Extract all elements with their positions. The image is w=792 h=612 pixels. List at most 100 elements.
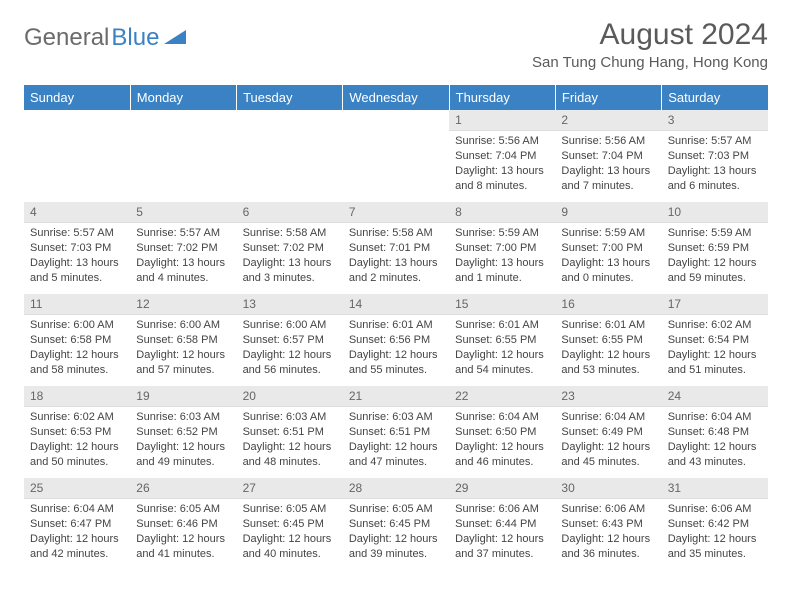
calendar-day-cell: 10Sunrise: 5:59 AMSunset: 6:59 PMDayligh… xyxy=(662,202,768,294)
calendar-day-cell: 5Sunrise: 5:57 AMSunset: 7:02 PMDaylight… xyxy=(130,202,236,294)
daylight-line: Daylight: 12 hours and 51 minutes. xyxy=(668,348,762,378)
weekday-row: SundayMondayTuesdayWednesdayThursdayFrid… xyxy=(24,85,768,110)
sunset-line: Sunset: 6:45 PM xyxy=(349,517,443,532)
calendar-week-row: 11Sunrise: 6:00 AMSunset: 6:58 PMDayligh… xyxy=(24,294,768,386)
day-number: 17 xyxy=(662,294,768,315)
calendar-week-row: ........1Sunrise: 5:56 AMSunset: 7:04 PM… xyxy=(24,110,768,202)
day-details: Sunrise: 6:05 AMSunset: 6:45 PMDaylight:… xyxy=(237,499,343,565)
day-details: Sunrise: 6:01 AMSunset: 6:56 PMDaylight:… xyxy=(343,315,449,381)
calendar-day-cell: 31Sunrise: 6:06 AMSunset: 6:42 PMDayligh… xyxy=(662,478,768,570)
calendar-day-cell: 4Sunrise: 5:57 AMSunset: 7:03 PMDaylight… xyxy=(24,202,130,294)
day-details: Sunrise: 5:56 AMSunset: 7:04 PMDaylight:… xyxy=(555,131,661,197)
location-text: San Tung Chung Hang, Hong Kong xyxy=(532,54,768,71)
calendar-day-cell: 19Sunrise: 6:03 AMSunset: 6:52 PMDayligh… xyxy=(130,386,236,478)
day-details: Sunrise: 6:01 AMSunset: 6:55 PMDaylight:… xyxy=(555,315,661,381)
logo: GeneralBlue xyxy=(24,18,186,52)
daylight-line: Daylight: 13 hours and 6 minutes. xyxy=(668,164,762,194)
daylight-line: Daylight: 12 hours and 56 minutes. xyxy=(243,348,337,378)
day-number: 30 xyxy=(555,478,661,499)
day-number: 3 xyxy=(662,110,768,131)
calendar-day-cell: 25Sunrise: 6:04 AMSunset: 6:47 PMDayligh… xyxy=(24,478,130,570)
daylight-line: Daylight: 13 hours and 2 minutes. xyxy=(349,256,443,286)
day-details: Sunrise: 6:05 AMSunset: 6:45 PMDaylight:… xyxy=(343,499,449,565)
day-details: Sunrise: 5:56 AMSunset: 7:04 PMDaylight:… xyxy=(449,131,555,197)
daylight-line: Daylight: 12 hours and 55 minutes. xyxy=(349,348,443,378)
day-details: Sunrise: 5:57 AMSunset: 7:03 PMDaylight:… xyxy=(24,223,130,289)
day-details: Sunrise: 6:02 AMSunset: 6:53 PMDaylight:… xyxy=(24,407,130,473)
day-number: 11 xyxy=(24,294,130,315)
day-number: 31 xyxy=(662,478,768,499)
sunrise-line: Sunrise: 6:01 AM xyxy=(455,318,549,333)
sunset-line: Sunset: 6:47 PM xyxy=(30,517,124,532)
daylight-line: Daylight: 12 hours and 35 minutes. xyxy=(668,532,762,562)
day-number: 10 xyxy=(662,202,768,223)
sunset-line: Sunset: 7:02 PM xyxy=(243,241,337,256)
sunrise-line: Sunrise: 6:05 AM xyxy=(243,502,337,517)
sunrise-line: Sunrise: 6:04 AM xyxy=(30,502,124,517)
sunset-line: Sunset: 6:55 PM xyxy=(561,333,655,348)
sunrise-line: Sunrise: 6:01 AM xyxy=(349,318,443,333)
calendar-day-cell: 11Sunrise: 6:00 AMSunset: 6:58 PMDayligh… xyxy=(24,294,130,386)
daylight-line: Daylight: 12 hours and 37 minutes. xyxy=(455,532,549,562)
day-details: Sunrise: 6:03 AMSunset: 6:52 PMDaylight:… xyxy=(130,407,236,473)
calendar-day-cell: 9Sunrise: 5:59 AMSunset: 7:00 PMDaylight… xyxy=(555,202,661,294)
weekday-header: Monday xyxy=(130,85,236,110)
weekday-header: Wednesday xyxy=(343,85,449,110)
calendar-day-cell: 13Sunrise: 6:00 AMSunset: 6:57 PMDayligh… xyxy=(237,294,343,386)
day-details: Sunrise: 6:00 AMSunset: 6:57 PMDaylight:… xyxy=(237,315,343,381)
day-number: 5 xyxy=(130,202,236,223)
logo-text-blue: Blue xyxy=(111,24,159,52)
sunrise-line: Sunrise: 6:02 AM xyxy=(30,410,124,425)
calendar-day-cell: 7Sunrise: 5:58 AMSunset: 7:01 PMDaylight… xyxy=(343,202,449,294)
sunset-line: Sunset: 6:43 PM xyxy=(561,517,655,532)
daylight-line: Daylight: 13 hours and 0 minutes. xyxy=(561,256,655,286)
calendar-day-cell: 22Sunrise: 6:04 AMSunset: 6:50 PMDayligh… xyxy=(449,386,555,478)
weekday-header: Thursday xyxy=(449,85,555,110)
calendar-day-cell: 18Sunrise: 6:02 AMSunset: 6:53 PMDayligh… xyxy=(24,386,130,478)
calendar-day-cell: 27Sunrise: 6:05 AMSunset: 6:45 PMDayligh… xyxy=(237,478,343,570)
calendar-day-cell: .. xyxy=(130,110,236,202)
daylight-line: Daylight: 13 hours and 7 minutes. xyxy=(561,164,655,194)
day-details: Sunrise: 5:59 AMSunset: 7:00 PMDaylight:… xyxy=(555,223,661,289)
day-number: 4 xyxy=(24,202,130,223)
sunrise-line: Sunrise: 6:03 AM xyxy=(349,410,443,425)
sunrise-line: Sunrise: 5:57 AM xyxy=(30,226,124,241)
daylight-line: Daylight: 13 hours and 1 minute. xyxy=(455,256,549,286)
sunrise-line: Sunrise: 6:00 AM xyxy=(136,318,230,333)
sunrise-line: Sunrise: 5:57 AM xyxy=(136,226,230,241)
sunset-line: Sunset: 6:59 PM xyxy=(668,241,762,256)
daylight-line: Daylight: 12 hours and 48 minutes. xyxy=(243,440,337,470)
sunrise-line: Sunrise: 5:59 AM xyxy=(668,226,762,241)
sunrise-line: Sunrise: 5:59 AM xyxy=(455,226,549,241)
day-details: Sunrise: 6:05 AMSunset: 6:46 PMDaylight:… xyxy=(130,499,236,565)
sunrise-line: Sunrise: 6:03 AM xyxy=(243,410,337,425)
day-number: 13 xyxy=(237,294,343,315)
calendar-day-cell: 2Sunrise: 5:56 AMSunset: 7:04 PMDaylight… xyxy=(555,110,661,202)
daylight-line: Daylight: 12 hours and 50 minutes. xyxy=(30,440,124,470)
sunrise-line: Sunrise: 5:56 AM xyxy=(455,134,549,149)
sunrise-line: Sunrise: 6:04 AM xyxy=(455,410,549,425)
sunset-line: Sunset: 7:03 PM xyxy=(668,149,762,164)
sunset-line: Sunset: 6:48 PM xyxy=(668,425,762,440)
daylight-line: Daylight: 13 hours and 5 minutes. xyxy=(30,256,124,286)
sunset-line: Sunset: 7:03 PM xyxy=(30,241,124,256)
calendar-table: SundayMondayTuesdayWednesdayThursdayFrid… xyxy=(24,85,768,570)
daylight-line: Daylight: 12 hours and 39 minutes. xyxy=(349,532,443,562)
sunrise-line: Sunrise: 6:06 AM xyxy=(455,502,549,517)
daylight-line: Daylight: 12 hours and 58 minutes. xyxy=(30,348,124,378)
sunset-line: Sunset: 6:51 PM xyxy=(243,425,337,440)
day-details: Sunrise: 6:06 AMSunset: 6:43 PMDaylight:… xyxy=(555,499,661,565)
day-details: Sunrise: 6:04 AMSunset: 6:47 PMDaylight:… xyxy=(24,499,130,565)
sunrise-line: Sunrise: 5:59 AM xyxy=(561,226,655,241)
header: GeneralBlue August 2024 San Tung Chung H… xyxy=(24,18,768,71)
sunset-line: Sunset: 6:57 PM xyxy=(243,333,337,348)
sunrise-line: Sunrise: 6:04 AM xyxy=(561,410,655,425)
day-number: 8 xyxy=(449,202,555,223)
day-number: 2 xyxy=(555,110,661,131)
day-details: Sunrise: 5:57 AMSunset: 7:03 PMDaylight:… xyxy=(662,131,768,197)
sunrise-line: Sunrise: 6:05 AM xyxy=(349,502,443,517)
sunrise-line: Sunrise: 6:05 AM xyxy=(136,502,230,517)
sunrise-line: Sunrise: 6:03 AM xyxy=(136,410,230,425)
calendar-day-cell: 6Sunrise: 5:58 AMSunset: 7:02 PMDaylight… xyxy=(237,202,343,294)
day-details: Sunrise: 6:04 AMSunset: 6:49 PMDaylight:… xyxy=(555,407,661,473)
